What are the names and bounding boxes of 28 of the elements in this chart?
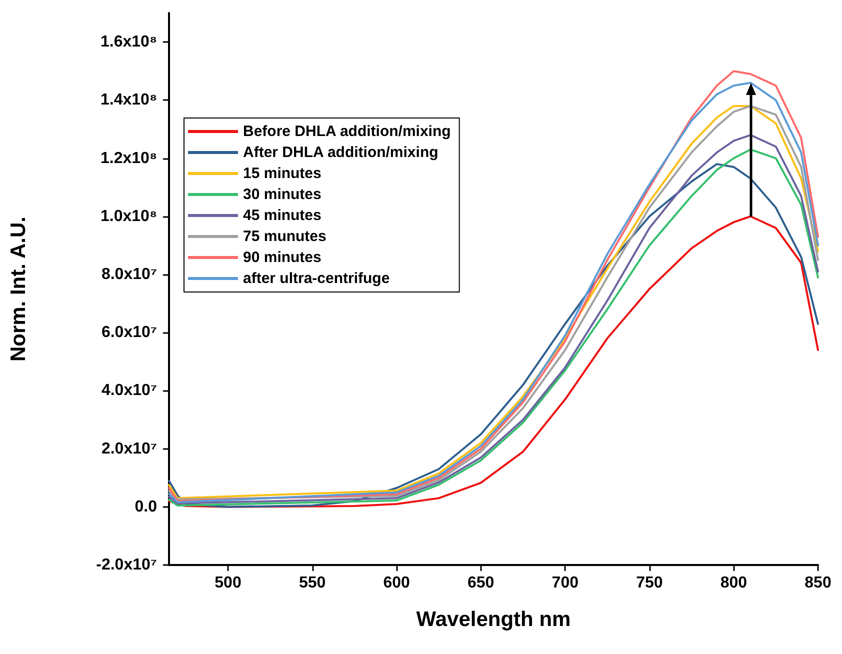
y-tick-label: 1.4x10⁸ [100, 92, 157, 109]
y-axis-title: Norm. Int. A.U. [7, 216, 30, 362]
x-tick-label: 550 [298, 574, 326, 592]
x-tick-label: 850 [804, 574, 832, 592]
legend-label: 90 minutes [243, 249, 322, 266]
x-tick-label: 600 [383, 574, 410, 592]
y-tick-label: 8.0x10⁷ [101, 266, 157, 283]
y-tick-label: 4.0x10⁷ [101, 382, 157, 400]
x-tick-label: 750 [636, 574, 663, 592]
y-tick-label: 6.0x10⁷ [101, 324, 157, 342]
legend-label: 30 minutes [243, 186, 322, 203]
legend-label: 75 munutes [243, 228, 326, 245]
y-tick-label: 1.2x10⁸ [100, 150, 157, 167]
x-tick-label: 650 [468, 574, 494, 592]
y-tick-label: 1.0x10⁸ [100, 208, 157, 225]
x-tick-label: 500 [214, 574, 242, 592]
y-tick-label: -2.0x10⁷ [96, 556, 157, 574]
y-tick-label: 0.0 [134, 498, 158, 516]
y-tick-label: 2.0x10⁷ [101, 440, 157, 458]
legend-label: Before DHLA addition/mixing [243, 123, 451, 140]
legend-label: after ultra-centrifuge [243, 270, 390, 287]
legend-label: After DHLA addition/mixing [243, 144, 438, 161]
x-tick-label: 800 [720, 574, 748, 592]
legend-label: 45 minutes [243, 207, 322, 224]
y-tick-label: 1.6x10⁸ [100, 34, 157, 51]
x-tick-label: 700 [552, 574, 579, 592]
x-axis-title: Wavelength nm [416, 608, 571, 631]
legend-label: 15 minutes [243, 165, 322, 182]
